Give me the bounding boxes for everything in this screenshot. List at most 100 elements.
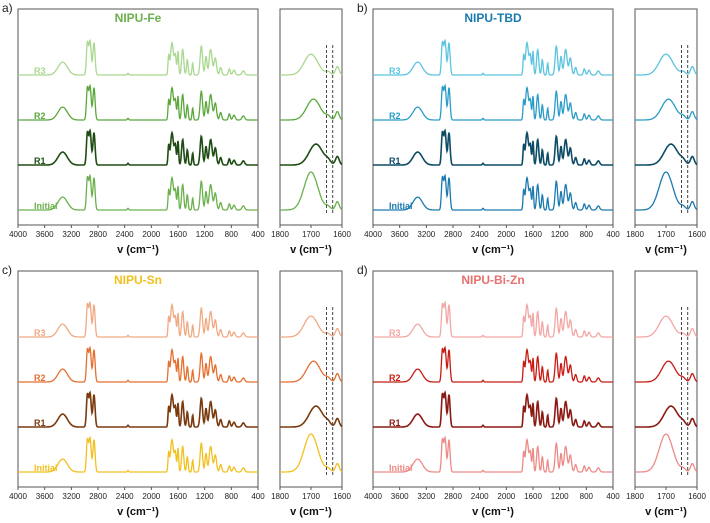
x-tick-label: 3600 [391, 492, 409, 501]
series-label: R3 [389, 66, 401, 76]
x-tick-label: 400 [606, 492, 620, 501]
series-line [373, 300, 613, 338]
series-label: R3 [389, 328, 401, 338]
inset-x-axis-label: v (cm⁻¹) [290, 244, 332, 256]
series-label: R1 [34, 156, 46, 166]
inset-series-line [635, 171, 698, 211]
main-plot-frame [17, 8, 259, 226]
inset-series-line [280, 171, 343, 211]
inset-x-axis-label: v (cm⁻¹) [645, 244, 687, 256]
x-tick-label: 400 [251, 492, 265, 501]
x-tick-label: 2400 [471, 492, 489, 501]
x-tick-label: 3600 [36, 492, 54, 501]
series-line [373, 173, 613, 211]
chart-panel: c) NIPU-Sn R3 R2 R1 Initial 4000 3600 3200 2800 24… [2, 263, 351, 518]
x-tick-label: 3200 [62, 492, 80, 501]
series-label: Initial [389, 463, 413, 473]
x-tick-label: 1600 [169, 492, 187, 501]
series-line [18, 300, 258, 338]
main-plot-frame [17, 270, 259, 488]
panel-label: d) [357, 263, 368, 277]
series-label: R2 [389, 373, 401, 383]
series-line [18, 345, 258, 383]
inset-tick-label: 1700 [302, 230, 320, 239]
inset-series-line [635, 433, 698, 473]
x-tick-label: 2800 [444, 492, 462, 501]
inset-tick-label: 1700 [657, 492, 675, 501]
x-tick-label: 1200 [551, 492, 569, 501]
inset-series-line [280, 405, 343, 428]
inset-series-line [280, 53, 343, 76]
x-tick-label: 2800 [444, 230, 462, 239]
series-label: R1 [389, 156, 401, 166]
inset-series-line [635, 405, 698, 428]
panel-label: c) [2, 263, 12, 277]
x-tick-label: 3200 [417, 230, 435, 239]
x-tick-label: 4000 [9, 230, 27, 239]
x-tick-label: 4000 [9, 492, 27, 501]
series-label: R2 [389, 111, 401, 121]
x-tick-label: 1600 [524, 230, 542, 239]
x-tick-label: 1600 [524, 492, 542, 501]
inset-tick-label: 1600 [333, 230, 351, 239]
x-tick-label: 800 [225, 492, 239, 501]
x-tick-label: 2000 [497, 492, 515, 501]
series-label: Initial [34, 201, 58, 211]
series-line [373, 83, 613, 121]
series-label: R1 [389, 418, 401, 428]
inset-series-line [280, 360, 343, 383]
x-tick-label: 2000 [142, 492, 160, 501]
inset-series-line [635, 360, 698, 383]
chart-panel: d) NIPU-Bi-Zn R3 R2 R1 Initial 4000 3600 3200 280… [357, 263, 706, 518]
inset-tick-label: 1800 [626, 230, 644, 239]
x-axis-label: v (cm⁻¹) [117, 506, 159, 518]
series-line [373, 435, 613, 473]
series-line [373, 128, 613, 166]
x-tick-label: 2400 [471, 230, 489, 239]
x-tick-label: 2000 [142, 230, 160, 239]
x-tick-label: 800 [580, 492, 594, 501]
inset-series-line [635, 143, 698, 166]
main-plot-frame [372, 270, 614, 488]
inset-tick-label: 1800 [626, 492, 644, 501]
series-label: Initial [389, 201, 413, 211]
chart-panel: a) NIPU-Fe R3 R2 R1 Initial 4000 3600 3200 2800 24… [2, 1, 351, 256]
x-tick-label: 1200 [196, 492, 214, 501]
x-tick-label: 2000 [497, 230, 515, 239]
inset-series-line [280, 98, 343, 121]
x-tick-label: 3200 [62, 230, 80, 239]
x-tick-label: 3600 [391, 230, 409, 239]
inset-tick-label: 1600 [333, 492, 351, 501]
chart-title: NIPU-Fe [115, 11, 162, 25]
chart-title: NIPU-TBD [464, 11, 522, 25]
series-line [18, 38, 258, 76]
panel-label: b) [357, 1, 368, 15]
chart-title: NIPU-Sn [114, 273, 162, 287]
series-line [18, 390, 258, 428]
inset-series-line [280, 315, 343, 338]
chart-panel: b) NIPU-TBD R3 R2 R1 Initial 4000 3600 3200 2800 2… [357, 1, 706, 256]
inset-tick-label: 1600 [688, 230, 706, 239]
series-label: R1 [34, 418, 46, 428]
series-line [373, 38, 613, 76]
x-axis-label: v (cm⁻¹) [472, 506, 514, 518]
inset-x-axis-label: v (cm⁻¹) [290, 506, 332, 518]
x-tick-label: 2400 [116, 230, 134, 239]
series-line [18, 435, 258, 473]
inset-x-axis-label: v (cm⁻¹) [645, 506, 687, 518]
x-tick-label: 800 [225, 230, 239, 239]
inset-series-line [280, 143, 343, 166]
inset-tick-label: 1700 [657, 230, 675, 239]
panel-label: a) [2, 1, 13, 15]
x-tick-label: 1600 [169, 230, 187, 239]
x-tick-label: 3600 [36, 230, 54, 239]
series-line [18, 128, 258, 166]
x-axis-label: v (cm⁻¹) [472, 244, 514, 256]
chart-title: NIPU-Bi-Zn [461, 273, 524, 287]
inset-series-line [635, 53, 698, 76]
x-tick-label: 3200 [417, 492, 435, 501]
inset-series-line [280, 433, 343, 473]
series-line [373, 390, 613, 428]
series-label: Initial [34, 463, 58, 473]
